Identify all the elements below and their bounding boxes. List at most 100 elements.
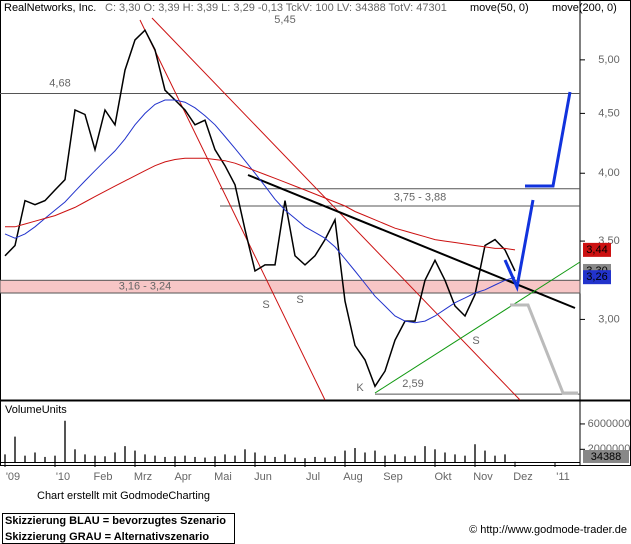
volume-bar (164, 456, 166, 462)
y-tick-label: 3,00 (598, 313, 619, 325)
volume-bar (484, 450, 486, 462)
volume-bar (324, 457, 326, 462)
volume-bar (84, 454, 86, 462)
last-volume-box (583, 450, 629, 463)
zone-label: 3,75 - 3,88 (394, 191, 447, 203)
volume-bar (414, 455, 416, 462)
level-label: 5,45 (274, 14, 295, 26)
copyright: © http://www.godmode-trader.de (469, 524, 627, 536)
last-volume-label: 34388 (591, 451, 622, 463)
volume-bar (364, 452, 366, 462)
last-value-box (583, 270, 611, 285)
volume-bar (124, 446, 126, 462)
volume-bar (234, 455, 236, 462)
volume-bar (384, 455, 386, 462)
volume-bar (144, 454, 146, 462)
y-tick-label: 5,00 (598, 54, 619, 66)
volume-bar (274, 456, 276, 462)
note: Skizzierung BLAU = bevorzugtes Szenario (5, 515, 226, 527)
volume-bar (474, 444, 476, 462)
volume-bar (314, 456, 316, 462)
last-value-label: 3,26 (586, 271, 607, 283)
volume-bar (14, 436, 16, 462)
volume-bar (294, 457, 296, 462)
volume-bar (94, 455, 96, 462)
last-value-label: 3,44 (586, 244, 607, 256)
trend-channel (151, 17, 521, 401)
volume-bar (134, 450, 136, 462)
volume-bar (424, 446, 426, 462)
y-tick-label: 6000000 (588, 418, 631, 430)
volume-bar (394, 454, 396, 462)
volume-bar (224, 454, 226, 462)
volume-bar (404, 456, 406, 462)
scenario-arrow (525, 91, 572, 188)
volume-bar (334, 456, 336, 462)
level-label: 4,68 (49, 77, 70, 89)
y-tick-label: 4,00 (598, 167, 619, 179)
x-tick-label: '09 (6, 471, 20, 483)
volume-bar (194, 456, 196, 462)
scenario-arrow (503, 199, 535, 293)
x-tick-label: '10 (56, 471, 70, 483)
volume-bar (154, 455, 156, 462)
volume-bar (64, 420, 66, 462)
volume-bar (4, 454, 6, 462)
volume-bar (264, 455, 266, 462)
volume-bar (304, 458, 306, 462)
x-tick-label: Mrz (134, 471, 152, 483)
trend-channel (139, 19, 326, 401)
volume-bar (374, 450, 376, 462)
pattern-marker: S (296, 294, 303, 306)
volume-bar (114, 452, 116, 462)
volume-bar (244, 449, 246, 462)
volume-bar (104, 456, 106, 462)
volume-bar (34, 452, 36, 462)
zone-band (0, 279, 581, 294)
chart-subtitle: C: 3,30 O: 3,39 H: 3,39 L: 3,29 -0,13 Tc… (105, 2, 447, 14)
note: Skizzierung GRAU = Alternativszenario (5, 531, 209, 543)
x-tick-label: Mai (214, 471, 232, 483)
legend-entry: move(200, 0) (552, 2, 617, 14)
x-tick-label: Apr (174, 471, 191, 483)
zone-label: 3,16 - 3,24 (119, 281, 172, 293)
volume-bar (44, 456, 46, 462)
moving-average (4, 99, 516, 324)
volume-bar (204, 457, 206, 462)
x-tick-label: '11 (556, 471, 570, 483)
x-tick-label: Feb (94, 471, 113, 483)
price-line (4, 28, 516, 388)
volume-bar (54, 455, 56, 462)
volume-bar (24, 455, 26, 462)
moving-average (5, 157, 516, 251)
volume-bar (254, 452, 256, 462)
volume-bar (464, 455, 466, 462)
x-tick-label: Sep (383, 471, 403, 483)
credit: Chart erstellt mit GodmodeCharting (37, 490, 210, 502)
volume-bar (434, 449, 436, 462)
volume-bar (444, 452, 446, 462)
last-value-box (583, 242, 611, 257)
legend-entry: move(50, 0) (470, 2, 529, 14)
alt-scenario (510, 303, 578, 395)
volume-bar (454, 454, 456, 462)
volume-bar (174, 456, 176, 462)
x-tick-label: Jun (254, 471, 272, 483)
x-tick-label: Jul (306, 471, 320, 483)
volume-bar (214, 456, 216, 462)
volume-bar (184, 455, 186, 462)
x-tick-label: Okt (434, 471, 451, 483)
volume-bar (74, 449, 76, 462)
pattern-marker: S (472, 335, 479, 347)
x-tick-label: Aug (343, 471, 363, 483)
x-tick-label: Dez (513, 471, 533, 483)
trend-line (247, 174, 576, 309)
x-tick-label: Nov (473, 471, 493, 483)
volume-bar (504, 454, 506, 462)
volume-bar (284, 454, 286, 462)
volume-bar (354, 448, 356, 462)
panel-title: VolumeUnits (5, 404, 67, 416)
support-line (374, 261, 581, 394)
pattern-marker: S (262, 299, 269, 311)
